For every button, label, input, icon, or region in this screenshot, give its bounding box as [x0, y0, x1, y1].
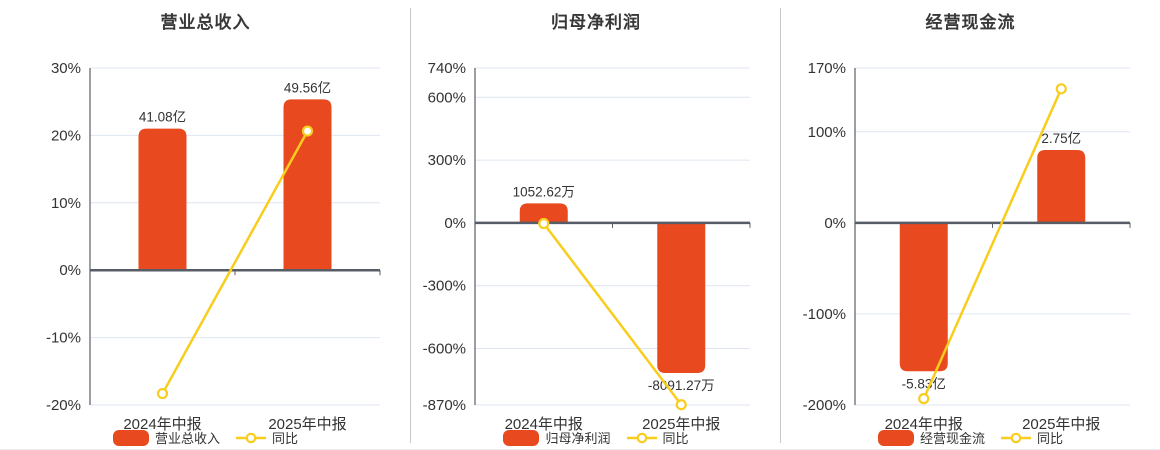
ratio-marker[interactable] — [918, 393, 930, 405]
bar[interactable] — [283, 99, 332, 271]
bar[interactable] — [519, 203, 568, 223]
legend-bar-label: 经营现金流 — [919, 431, 985, 446]
ratio-line[interactable] — [922, 88, 1063, 400]
chart-legend: 经营现金流 同比 — [781, 428, 1160, 447]
x-category-label: 2024年中报 — [505, 416, 583, 433]
chart-title: 归母净利润 — [551, 13, 641, 32]
y-tick-label: -870% — [423, 397, 466, 414]
bar-value-label: 41.08亿 — [139, 110, 186, 125]
ratio-line[interactable] — [542, 222, 683, 406]
y-tick-label: -20% — [46, 397, 81, 414]
x-category-label: 2024年中报 — [885, 416, 963, 433]
line-marker-icon — [236, 432, 266, 444]
x-category-label: 2025年中报 — [1022, 416, 1100, 433]
bar-value-label: 49.56亿 — [284, 80, 331, 95]
legend-line-label: 同比 — [272, 431, 299, 446]
bar-swatch-icon — [503, 429, 540, 446]
chart-title: 营业总收入 — [160, 13, 251, 32]
ratio-marker[interactable] — [301, 125, 314, 137]
ratio-line[interactable] — [161, 130, 309, 395]
bar[interactable] — [138, 128, 187, 271]
y-tick-label: 600% — [428, 89, 466, 106]
chart-panel-net-profit: 归母净利润 740% 600% 300% 0% -300% -600% -870% 1052.… — [411, 0, 781, 449]
y-tick-label: 30% — [51, 60, 81, 77]
y-tick-label: 20% — [51, 127, 81, 144]
legend-bar-label: 营业总收入 — [154, 431, 220, 446]
bar-value-label: -8091.27万 — [648, 378, 715, 393]
y-tick-label: 170% — [808, 60, 846, 77]
chart-panel-revenue: 营业总收入 30% 20% 10% 0% -10% -20% 41.08亿 49.56亿 202… — [0, 0, 411, 449]
legend-item-bar[interactable]: 经营现金流 — [877, 428, 985, 447]
legend-item-bar[interactable]: 营业总收入 — [112, 428, 220, 447]
chart-title: 经营现金流 — [925, 13, 1016, 32]
line-marker-icon — [626, 432, 657, 444]
y-tick-label: 10% — [51, 195, 81, 212]
panel-divider — [410, 8, 411, 443]
y-tick-label: -100% — [803, 306, 846, 323]
bar-swatch-icon — [112, 429, 149, 446]
y-tick-label: 100% — [808, 124, 846, 141]
chart-panel-cash-flow: 经营现金流 170% 100% 0% -100% -200% -5.83亿 2.75亿 202… — [781, 0, 1160, 449]
legend-item-bar[interactable]: 归母净利润 — [503, 428, 611, 447]
y-tick-label: 0% — [444, 215, 466, 232]
bar[interactable] — [899, 222, 948, 372]
panel-divider — [780, 8, 781, 443]
y-tick-label: 0% — [59, 262, 81, 279]
legend-line-label: 同比 — [1037, 431, 1064, 446]
y-tick-label: 0% — [824, 215, 846, 232]
chart-legend: 归母净利润 同比 — [411, 428, 781, 447]
net-profit-plot: 740% 600% 300% 0% -300% -600% -870% 1052.62万 -80… — [423, 60, 751, 433]
bar[interactable] — [657, 222, 706, 373]
y-tick-label: 740% — [428, 60, 466, 77]
y-tick-label: -200% — [803, 397, 846, 414]
x-category-label: 2025年中报 — [268, 416, 346, 433]
x-category-label: 2025年中报 — [642, 416, 720, 433]
ratio-marker[interactable] — [538, 217, 550, 230]
bar-value-label: -5.83亿 — [902, 376, 946, 391]
revenue-plot: 30% 20% 10% 0% -10% -20% 41.08亿 49.56亿 2024年中报 20… — [46, 60, 381, 433]
ratio-marker[interactable] — [675, 399, 687, 411]
legend-line-label: 同比 — [662, 431, 689, 446]
y-tick-label: -300% — [423, 278, 466, 295]
ratio-marker[interactable] — [156, 387, 169, 400]
bar-value-label: 1052.62万 — [513, 184, 575, 199]
ratio-marker[interactable] — [1055, 83, 1067, 95]
cash-flow-plot: 170% 100% 0% -100% -200% -5.83亿 2.75亿 2024年中报 20… — [803, 60, 1131, 433]
legend-item-line[interactable]: 同比 — [626, 428, 689, 447]
bar[interactable] — [1037, 149, 1086, 223]
legend-bar-label: 归母净利润 — [545, 431, 611, 446]
legend-item-line[interactable]: 同比 — [236, 428, 298, 447]
y-tick-label: -10% — [46, 330, 81, 347]
bar-swatch-icon — [877, 429, 914, 446]
bar-value-label: 2.75亿 — [1041, 131, 1081, 146]
legend-item-line[interactable]: 同比 — [1001, 428, 1063, 447]
y-tick-label: 300% — [428, 152, 466, 169]
line-marker-icon — [1001, 432, 1031, 444]
x-category-label: 2024年中报 — [123, 416, 201, 433]
chart-legend: 营业总收入 同比 — [0, 428, 411, 447]
y-tick-label: -600% — [423, 340, 466, 357]
